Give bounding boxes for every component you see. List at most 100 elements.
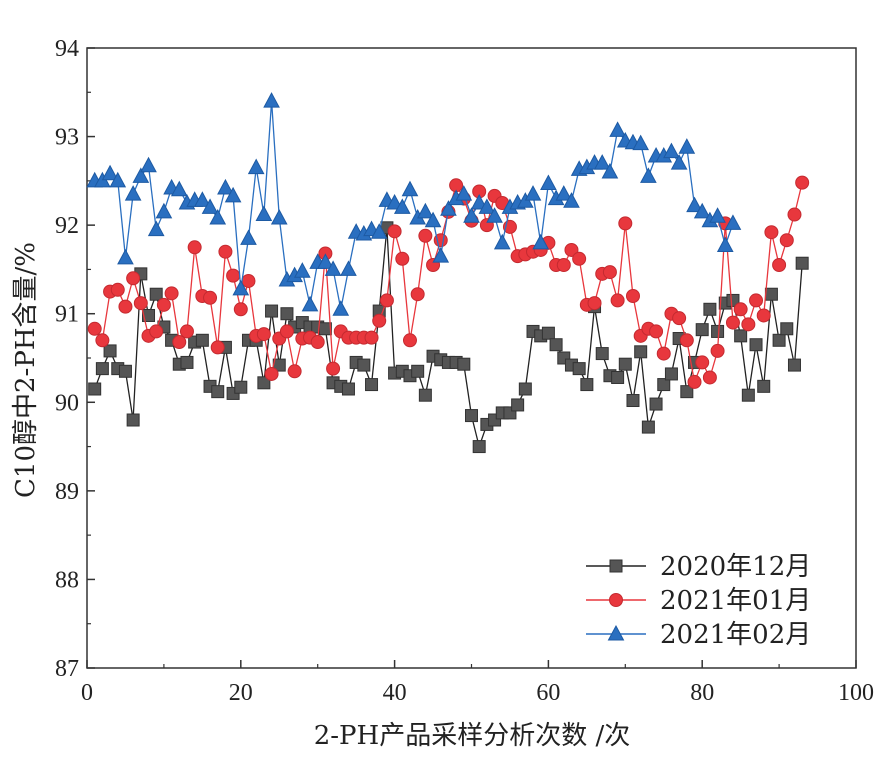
data-point: [587, 296, 602, 311]
data-point: [432, 247, 450, 263]
legend-marker: [607, 624, 625, 641]
data-point: [401, 180, 419, 197]
y-tick-label: 90: [55, 390, 79, 416]
data-point: [142, 308, 156, 322]
data-point: [411, 364, 425, 378]
data-point: [609, 121, 626, 137]
y-axis: 87 88 89 90 91 92 93 94: [55, 36, 95, 682]
data-point: [610, 293, 625, 308]
data-point: [463, 207, 480, 223]
data-point: [564, 242, 579, 257]
data-point: [611, 370, 625, 384]
data-point: [641, 420, 655, 434]
data-point: [580, 378, 594, 392]
data-point: [457, 357, 471, 371]
data-point: [678, 138, 696, 154]
data-point: [265, 304, 279, 318]
data-point: [703, 302, 717, 316]
data-point: [772, 258, 787, 272]
data-point: [118, 364, 132, 378]
data-point: [795, 175, 810, 190]
data-point: [632, 134, 650, 151]
y-tick-label: 89: [55, 479, 79, 505]
x-tick-label: 0: [81, 680, 93, 706]
data-point: [741, 317, 756, 332]
legend-label: 2021年02月: [660, 620, 811, 650]
data-point: [470, 193, 488, 210]
data-point: [417, 202, 434, 219]
data-point: [455, 185, 473, 201]
data-point: [556, 258, 571, 272]
data-point: [257, 376, 271, 390]
series-layer: [86, 92, 810, 454]
data-point: [364, 330, 379, 345]
data-point: [572, 251, 587, 266]
data-point: [210, 340, 225, 355]
x-axis: 0 20 40 60 80 100: [81, 660, 874, 706]
x-tick-label: 80: [690, 680, 714, 706]
data-point: [357, 358, 371, 372]
data-point: [493, 233, 511, 250]
data-point: [233, 302, 248, 317]
data-point: [541, 326, 555, 340]
data-point: [203, 290, 218, 305]
data-point: [324, 260, 342, 276]
data-point: [103, 344, 117, 358]
data-point: [332, 300, 350, 316]
y-tick-label: 92: [55, 213, 79, 239]
data-point: [709, 207, 726, 223]
data-point: [133, 296, 148, 311]
data-point: [756, 308, 771, 323]
data-point: [410, 287, 425, 302]
data-point: [232, 279, 250, 296]
data-point: [795, 256, 809, 270]
data-point: [418, 228, 433, 243]
data-point: [602, 265, 617, 280]
data-point: [511, 398, 525, 412]
data-point: [563, 192, 580, 208]
data-point: [679, 333, 694, 348]
data-point: [695, 355, 710, 370]
data-point: [634, 345, 648, 359]
data-point: [240, 229, 257, 245]
y-tick-label: 88: [55, 567, 79, 593]
data-point: [379, 293, 394, 308]
y-tick-label: 91: [55, 302, 79, 328]
data-point: [693, 202, 711, 219]
data-point: [725, 315, 740, 330]
data-point: [224, 186, 242, 203]
data-point: [524, 185, 542, 201]
data-point: [241, 273, 256, 288]
data-point: [126, 413, 140, 427]
data-point: [101, 164, 119, 181]
data-point: [310, 335, 325, 350]
data-point: [263, 92, 280, 108]
data-point: [787, 358, 801, 372]
data-point: [649, 397, 663, 411]
legend-marker: [609, 559, 623, 573]
data-point: [256, 327, 271, 342]
data-point: [109, 171, 127, 188]
data-point: [126, 271, 141, 286]
legend-item: 2021年02月: [586, 620, 811, 650]
y-tick-label: 94: [55, 36, 79, 62]
data-point: [618, 216, 633, 231]
data-point: [95, 362, 109, 376]
data-point: [595, 347, 609, 361]
data-point: [164, 286, 179, 301]
x-tick-label: 40: [383, 680, 407, 706]
data-point: [301, 295, 319, 312]
data-point: [779, 233, 794, 248]
data-point: [149, 287, 163, 301]
data-point: [764, 287, 778, 301]
legend: 2020年12月 2021年01月 2021年02月: [586, 552, 811, 650]
data-point: [140, 156, 157, 173]
data-point: [695, 323, 709, 337]
data-point: [209, 208, 227, 225]
data-point: [687, 374, 702, 389]
data-point: [88, 382, 102, 396]
data-point: [255, 205, 273, 222]
data-point: [625, 289, 640, 303]
data-point: [402, 333, 417, 348]
